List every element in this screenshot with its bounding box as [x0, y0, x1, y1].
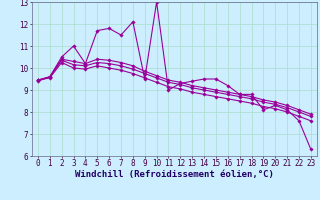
X-axis label: Windchill (Refroidissement éolien,°C): Windchill (Refroidissement éolien,°C): [75, 170, 274, 179]
